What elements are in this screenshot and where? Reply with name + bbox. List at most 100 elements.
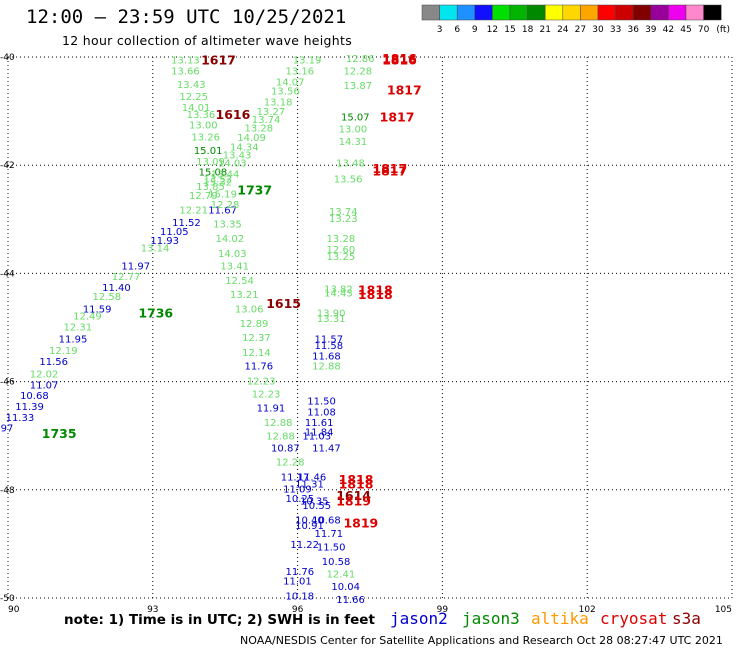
wave-height-value: 11.50 xyxy=(317,543,346,554)
lon-tick-label: 102 xyxy=(579,605,596,615)
page-subtitle: 12 hour collection of altimeter wave hei… xyxy=(62,33,353,48)
wave-height-value: 12.88 xyxy=(264,418,293,429)
legend-swatch xyxy=(439,4,458,21)
legend-tick-label: 12 xyxy=(487,25,498,35)
legend-swatch xyxy=(474,4,493,21)
legend-swatch xyxy=(492,4,511,21)
pass-time-label: 1819 xyxy=(336,494,371,509)
wave-height-value: 11.95 xyxy=(59,334,88,345)
wave-height-value: 11.52 xyxy=(172,218,201,229)
wave-height-value: 15.32 xyxy=(203,177,232,188)
pass-time-label: 1819 xyxy=(343,515,378,530)
pass-time-label: 1818 xyxy=(339,476,374,491)
legend-swatch xyxy=(544,4,564,21)
wave-height-value: 13.16 xyxy=(286,67,315,78)
wave-height-value: 11.05 xyxy=(160,227,189,238)
wave-height-value: 11.57 xyxy=(314,334,343,345)
wave-height-value: 15.07 xyxy=(341,113,370,124)
wave-height-value: 13.48 xyxy=(336,158,365,169)
wave-height-value: 12.25 xyxy=(179,92,208,103)
wave-height-value: 10.04 xyxy=(331,582,360,593)
wave-height-value: 11.47 xyxy=(312,444,341,455)
wave-height-value: 11.91 xyxy=(257,404,286,415)
legend-unit: (ft) xyxy=(716,25,730,35)
legend-swatch xyxy=(615,4,634,21)
legend-tick-label: 70 xyxy=(698,25,710,35)
legend-tick-label: 42 xyxy=(663,25,674,35)
lon-tick-label: 105 xyxy=(715,605,732,615)
legend-tick-label: 18 xyxy=(522,25,534,35)
wave-height-value: 12.14 xyxy=(242,348,271,359)
pass-time-label: 1736 xyxy=(138,305,173,320)
wave-height-value: 12.86 xyxy=(346,54,375,65)
legend-tick-label: 21 xyxy=(539,25,550,35)
wave-height-value: 11.67 xyxy=(208,206,237,217)
wave-height-value: 13.13 xyxy=(171,56,200,67)
wave-height-value: 13.44 xyxy=(211,169,240,180)
wave-height-value: 13.90 xyxy=(317,308,346,319)
wave-height-value: 12.28 xyxy=(276,458,305,469)
pass-time-label: 1818 xyxy=(339,472,374,487)
pass-time-label: 1818 xyxy=(358,283,393,298)
wave-height-value: 12.54 xyxy=(225,276,254,287)
wave-height-value: 11.59 xyxy=(83,305,112,316)
footer-credit: NOAA/NESDIS Center for Satellite Applica… xyxy=(240,634,723,647)
wave-height-value: 10.68 xyxy=(20,391,49,402)
wave-height-value: 13.43 xyxy=(177,80,206,91)
legend-swatch xyxy=(509,4,528,21)
lat-tick-label: -50 xyxy=(0,594,15,604)
wave-height-value: 14.09 xyxy=(237,133,266,144)
wave-height-value: 13.36 xyxy=(187,110,216,121)
wave-height-value: 11.03 xyxy=(302,432,331,443)
wave-height-value: 14.03 xyxy=(218,249,247,260)
wave-height-value: 12.58 xyxy=(92,292,121,303)
wave-height-value: 11.56 xyxy=(39,357,68,368)
wave-height-value: 12.31 xyxy=(64,322,93,333)
wave-height-value: 11.97 xyxy=(121,261,150,272)
wave-height-value: 15.08 xyxy=(199,168,228,179)
wave-height-value: 13.00 xyxy=(339,124,368,135)
legend-swatch xyxy=(562,4,581,21)
wave-height-value: 14.31 xyxy=(339,137,368,148)
wave-height-value: 11.61 xyxy=(305,418,334,429)
lat-tick-label: -48 xyxy=(0,486,15,496)
wave-height-value: 13.23 xyxy=(329,214,358,225)
legend-swatch xyxy=(632,4,652,21)
footer-note: note: 1) Time is in UTC; 2) SWH is in fe… xyxy=(64,612,375,628)
legend-swatch xyxy=(456,4,476,21)
legend-s3a: s3a xyxy=(672,609,701,628)
legend-altika: altika xyxy=(531,609,589,628)
wave-height-value: 13.85 xyxy=(196,182,225,193)
wave-height-value: 11.58 xyxy=(314,341,343,352)
pass-time-label: 1616 xyxy=(216,107,251,122)
wave-height-value: 12.89 xyxy=(240,319,269,330)
wave-height-value: 14.43 xyxy=(324,288,353,299)
wave-height-value: 11.76 xyxy=(286,567,315,578)
legend-tick-label: 39 xyxy=(645,25,657,35)
wave-height-value: 13.66 xyxy=(171,67,200,78)
wave-height-value: 13.27 xyxy=(257,107,286,118)
wave-height-value: 12.49 xyxy=(73,312,102,323)
wave-height-value: 13.26 xyxy=(191,133,220,144)
pass-time-label: 1817 xyxy=(372,164,407,179)
wave-height-value: 13.14 xyxy=(141,243,170,254)
wave-height-value: 10.87 xyxy=(271,444,300,455)
legend-tick-label: 3 xyxy=(437,25,443,35)
wave-height-value: 11.76 xyxy=(245,361,274,372)
wave-height-value: 14.02 xyxy=(216,234,245,245)
page-title: 12:00 — 23:59 UTC 10/25/2021 xyxy=(26,6,347,28)
wave-height-value: 12.19 xyxy=(49,346,78,357)
legend-swatch xyxy=(527,4,546,21)
wave-height-value: 9.97 xyxy=(0,424,13,435)
wave-height-value: 13.56 xyxy=(334,175,363,186)
wave-height-value: 11.08 xyxy=(307,407,336,418)
pass-time-label: 1816 xyxy=(382,51,417,66)
legend-tick-label: 24 xyxy=(557,25,569,35)
wave-height-value: 13.25 xyxy=(327,252,356,263)
wave-height-value: 11.39 xyxy=(15,402,44,413)
wave-height-value: 12.88 xyxy=(312,361,341,372)
wave-height-value: 12.77 xyxy=(112,272,141,283)
wave-height-value: 13.28 xyxy=(327,234,356,245)
lat-tick-label: -42 xyxy=(0,161,15,171)
